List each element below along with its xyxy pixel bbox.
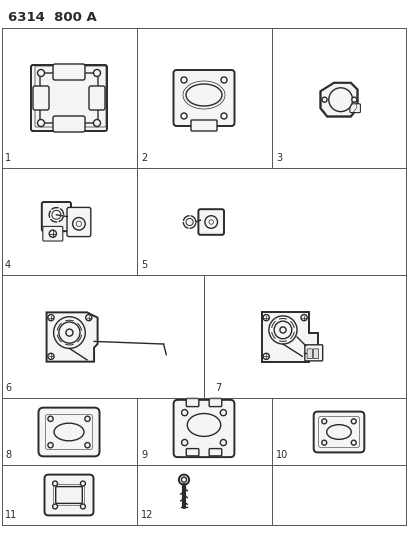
FancyBboxPatch shape xyxy=(42,202,71,231)
FancyBboxPatch shape xyxy=(305,345,323,361)
FancyBboxPatch shape xyxy=(350,104,360,112)
Polygon shape xyxy=(320,83,358,117)
Circle shape xyxy=(263,314,269,321)
Circle shape xyxy=(48,314,54,321)
FancyBboxPatch shape xyxy=(38,408,100,456)
Text: 6: 6 xyxy=(5,383,11,393)
Text: 1: 1 xyxy=(5,153,11,163)
Circle shape xyxy=(351,440,356,445)
Circle shape xyxy=(351,419,356,424)
Circle shape xyxy=(221,77,227,83)
Circle shape xyxy=(38,119,44,126)
FancyBboxPatch shape xyxy=(307,349,313,359)
Ellipse shape xyxy=(54,423,84,441)
Circle shape xyxy=(181,77,187,83)
FancyBboxPatch shape xyxy=(314,411,364,453)
FancyBboxPatch shape xyxy=(209,449,222,456)
Circle shape xyxy=(48,353,54,359)
FancyBboxPatch shape xyxy=(31,65,107,131)
Circle shape xyxy=(85,442,90,448)
Circle shape xyxy=(93,69,100,77)
Text: 11: 11 xyxy=(5,510,17,520)
FancyBboxPatch shape xyxy=(33,86,49,110)
FancyBboxPatch shape xyxy=(173,70,235,126)
Circle shape xyxy=(179,474,189,485)
FancyBboxPatch shape xyxy=(186,449,199,456)
Text: 7: 7 xyxy=(215,383,221,393)
Text: 10: 10 xyxy=(276,450,288,460)
Circle shape xyxy=(86,314,92,321)
Polygon shape xyxy=(47,312,98,361)
Circle shape xyxy=(322,97,327,102)
Circle shape xyxy=(80,504,85,509)
Circle shape xyxy=(53,481,58,486)
FancyBboxPatch shape xyxy=(313,349,319,359)
Circle shape xyxy=(205,216,217,228)
Circle shape xyxy=(49,230,56,237)
Circle shape xyxy=(181,113,187,119)
Text: 8: 8 xyxy=(5,450,11,460)
Circle shape xyxy=(263,353,269,359)
Circle shape xyxy=(80,481,85,486)
FancyBboxPatch shape xyxy=(53,116,85,132)
Circle shape xyxy=(53,504,58,509)
FancyBboxPatch shape xyxy=(43,227,63,241)
FancyBboxPatch shape xyxy=(89,86,105,110)
Text: 9: 9 xyxy=(141,450,147,460)
FancyBboxPatch shape xyxy=(40,73,98,123)
Circle shape xyxy=(301,314,307,321)
FancyBboxPatch shape xyxy=(44,474,93,515)
Ellipse shape xyxy=(186,84,222,106)
Circle shape xyxy=(73,217,85,230)
Circle shape xyxy=(66,329,73,336)
Circle shape xyxy=(85,416,90,422)
Text: 4: 4 xyxy=(5,260,11,270)
Circle shape xyxy=(38,69,44,77)
Circle shape xyxy=(48,442,53,448)
Text: 2: 2 xyxy=(141,153,147,163)
FancyBboxPatch shape xyxy=(209,399,222,407)
Circle shape xyxy=(48,416,53,422)
Text: 3: 3 xyxy=(276,153,282,163)
Circle shape xyxy=(182,440,188,446)
Circle shape xyxy=(76,221,82,227)
Circle shape xyxy=(186,219,193,225)
Circle shape xyxy=(322,440,327,445)
Circle shape xyxy=(329,88,353,111)
Circle shape xyxy=(52,211,61,219)
Circle shape xyxy=(182,409,188,416)
Circle shape xyxy=(221,113,227,119)
Circle shape xyxy=(209,220,213,224)
Circle shape xyxy=(220,440,226,446)
FancyBboxPatch shape xyxy=(56,487,82,503)
Circle shape xyxy=(93,119,100,126)
FancyBboxPatch shape xyxy=(191,120,217,131)
FancyBboxPatch shape xyxy=(173,400,235,457)
Polygon shape xyxy=(262,312,318,361)
Circle shape xyxy=(182,477,186,482)
Ellipse shape xyxy=(327,425,351,439)
Text: 12: 12 xyxy=(141,510,153,520)
FancyBboxPatch shape xyxy=(186,399,199,407)
FancyBboxPatch shape xyxy=(67,207,91,237)
FancyBboxPatch shape xyxy=(53,64,85,80)
Ellipse shape xyxy=(187,414,221,437)
Circle shape xyxy=(322,419,327,424)
Text: 5: 5 xyxy=(141,260,147,270)
Circle shape xyxy=(280,327,286,333)
Circle shape xyxy=(352,97,357,102)
Circle shape xyxy=(220,409,226,416)
Text: 6314  800 A: 6314 800 A xyxy=(8,11,97,24)
FancyBboxPatch shape xyxy=(198,209,224,235)
